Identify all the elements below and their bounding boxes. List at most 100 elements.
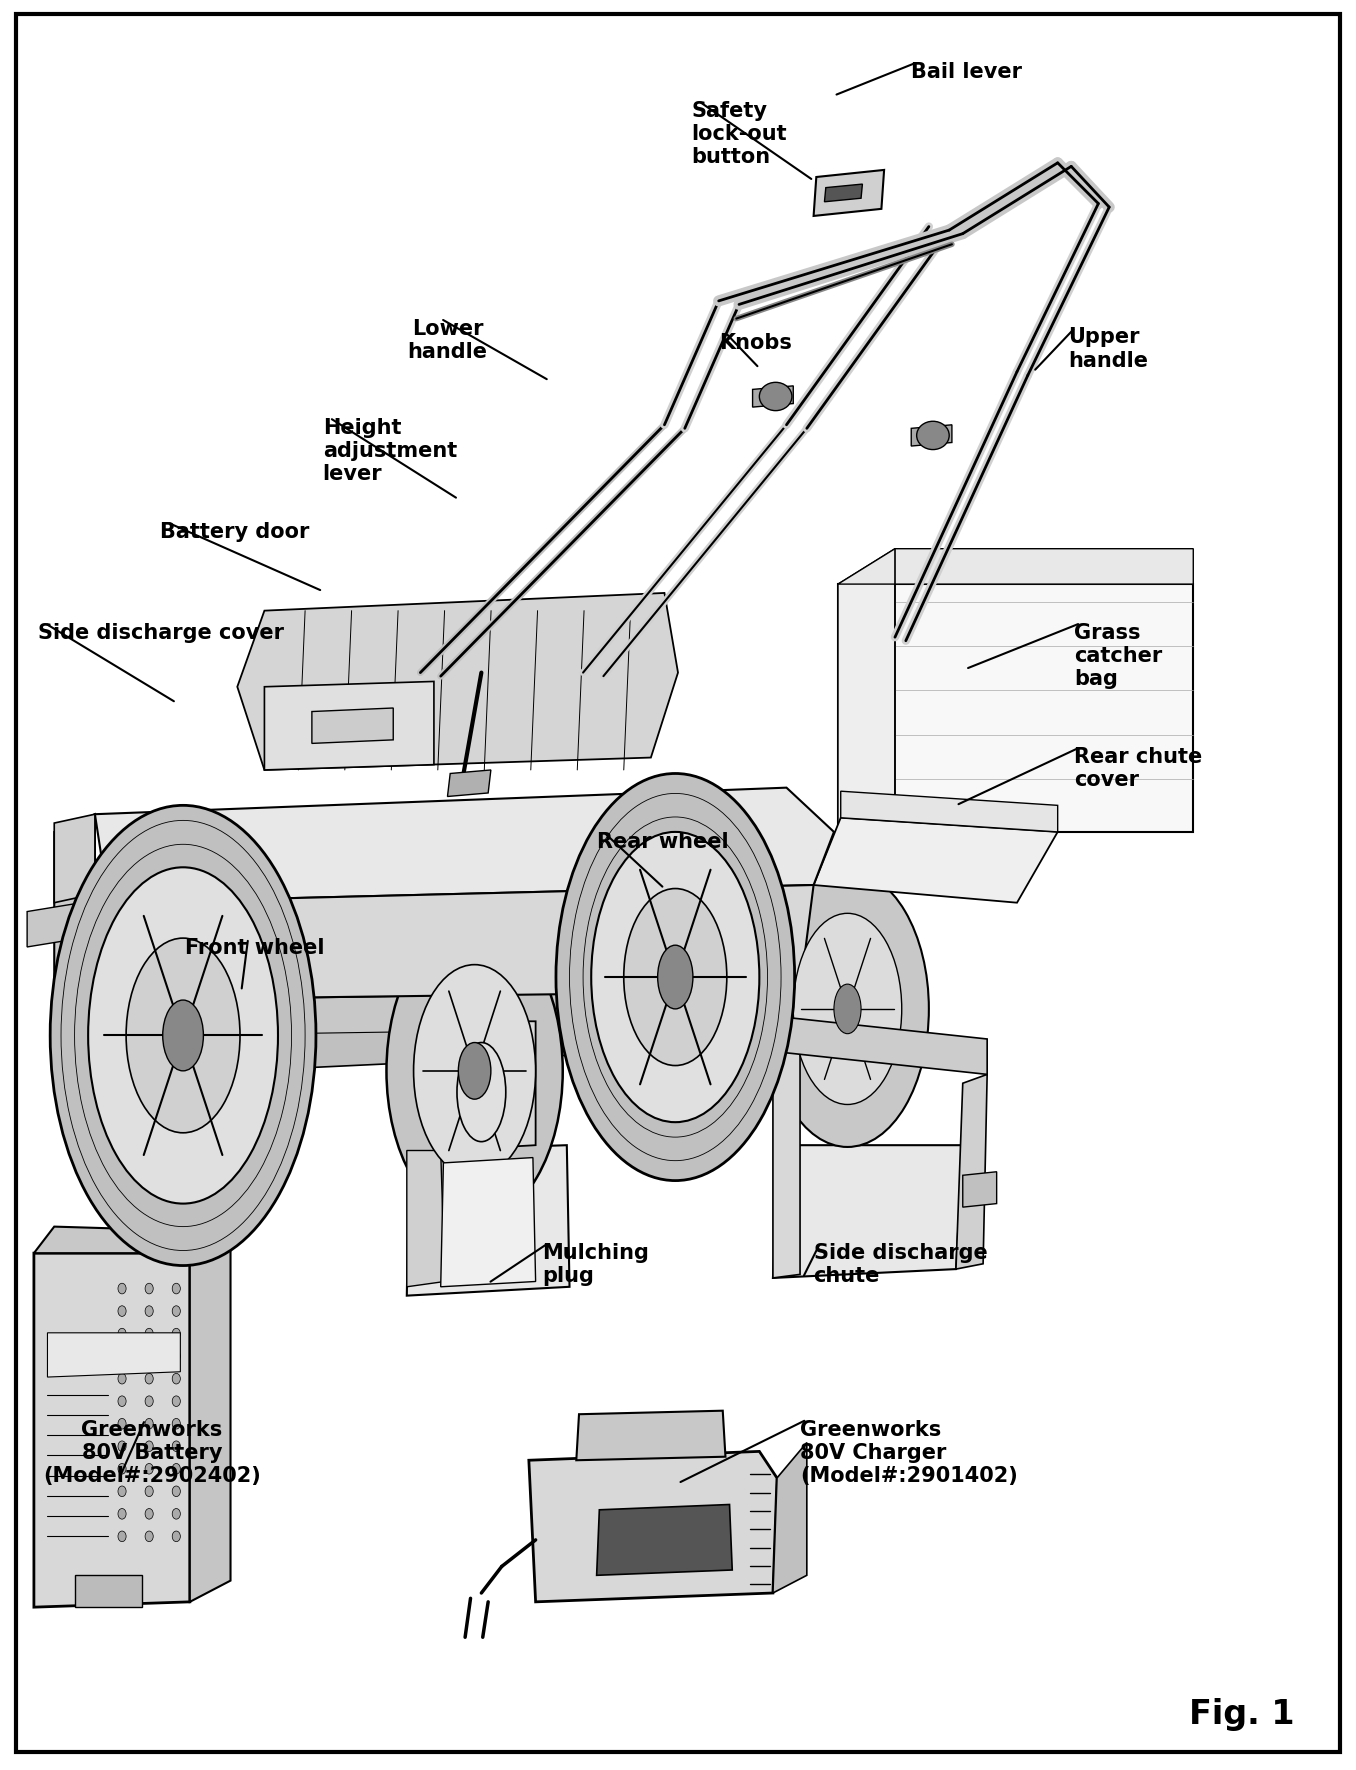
Polygon shape bbox=[841, 791, 1058, 832]
Polygon shape bbox=[190, 1232, 231, 1602]
Polygon shape bbox=[773, 1145, 963, 1278]
Ellipse shape bbox=[118, 1531, 126, 1542]
Polygon shape bbox=[54, 814, 95, 903]
Polygon shape bbox=[34, 1253, 190, 1607]
Ellipse shape bbox=[458, 1043, 491, 1099]
Text: Battery door: Battery door bbox=[160, 522, 309, 542]
Ellipse shape bbox=[118, 1418, 126, 1428]
Ellipse shape bbox=[414, 965, 536, 1177]
Ellipse shape bbox=[793, 913, 902, 1104]
Ellipse shape bbox=[145, 1441, 153, 1451]
Ellipse shape bbox=[172, 1418, 180, 1428]
Polygon shape bbox=[163, 991, 759, 1035]
Ellipse shape bbox=[172, 1283, 180, 1294]
Ellipse shape bbox=[145, 1418, 153, 1428]
Text: Greenworks
80V Battery
(Model#:2902402): Greenworks 80V Battery (Model#:2902402) bbox=[43, 1420, 260, 1487]
Ellipse shape bbox=[118, 1464, 126, 1474]
Ellipse shape bbox=[145, 1464, 153, 1474]
Polygon shape bbox=[407, 1145, 570, 1296]
Polygon shape bbox=[54, 814, 95, 1027]
Ellipse shape bbox=[118, 1374, 126, 1384]
Polygon shape bbox=[312, 708, 393, 743]
Polygon shape bbox=[597, 1504, 732, 1575]
Text: Bail lever: Bail lever bbox=[911, 62, 1022, 81]
Text: Fig. 1: Fig. 1 bbox=[1189, 1697, 1295, 1731]
Polygon shape bbox=[911, 425, 952, 446]
Ellipse shape bbox=[88, 867, 278, 1204]
Ellipse shape bbox=[172, 1487, 180, 1497]
Ellipse shape bbox=[172, 1397, 180, 1407]
Ellipse shape bbox=[145, 1306, 153, 1317]
Polygon shape bbox=[47, 1333, 180, 1377]
Ellipse shape bbox=[145, 1397, 153, 1407]
Ellipse shape bbox=[118, 1508, 126, 1519]
Polygon shape bbox=[34, 1227, 231, 1253]
Ellipse shape bbox=[172, 1374, 180, 1384]
Ellipse shape bbox=[118, 1487, 126, 1497]
Ellipse shape bbox=[172, 1508, 180, 1519]
Polygon shape bbox=[824, 184, 862, 202]
Ellipse shape bbox=[457, 1043, 506, 1142]
Polygon shape bbox=[95, 885, 814, 1000]
Polygon shape bbox=[773, 1443, 807, 1593]
Ellipse shape bbox=[556, 773, 795, 1181]
Polygon shape bbox=[753, 386, 793, 407]
Ellipse shape bbox=[766, 871, 929, 1147]
Ellipse shape bbox=[145, 1487, 153, 1497]
Polygon shape bbox=[814, 818, 1058, 903]
Text: Side discharge
chute: Side discharge chute bbox=[814, 1243, 987, 1285]
Ellipse shape bbox=[172, 1351, 180, 1361]
Ellipse shape bbox=[759, 382, 792, 411]
Ellipse shape bbox=[591, 832, 759, 1122]
Text: Grass
catcher
bag: Grass catcher bag bbox=[1074, 623, 1162, 690]
Ellipse shape bbox=[118, 1441, 126, 1451]
Text: Knobs: Knobs bbox=[719, 333, 792, 352]
Ellipse shape bbox=[118, 1328, 126, 1338]
Polygon shape bbox=[441, 1158, 536, 1287]
Ellipse shape bbox=[145, 1283, 153, 1294]
Ellipse shape bbox=[834, 984, 861, 1034]
Polygon shape bbox=[814, 170, 884, 216]
Text: Lower
handle: Lower handle bbox=[408, 319, 487, 361]
Polygon shape bbox=[441, 1021, 536, 1150]
Ellipse shape bbox=[624, 889, 727, 1066]
Ellipse shape bbox=[118, 1306, 126, 1317]
Ellipse shape bbox=[172, 1531, 180, 1542]
Text: Rear wheel: Rear wheel bbox=[597, 832, 728, 851]
Polygon shape bbox=[956, 1074, 987, 1269]
Ellipse shape bbox=[172, 1328, 180, 1338]
Polygon shape bbox=[264, 681, 434, 770]
Text: Upper
handle: Upper handle bbox=[1069, 327, 1149, 370]
Polygon shape bbox=[529, 1451, 777, 1602]
Text: Side discharge cover: Side discharge cover bbox=[38, 623, 283, 643]
Ellipse shape bbox=[172, 1464, 180, 1474]
Text: Safety
lock-out
button: Safety lock-out button bbox=[692, 101, 788, 168]
Ellipse shape bbox=[145, 1351, 153, 1361]
Ellipse shape bbox=[145, 1374, 153, 1384]
Ellipse shape bbox=[163, 1000, 203, 1071]
Polygon shape bbox=[963, 1172, 997, 1207]
Ellipse shape bbox=[172, 1306, 180, 1317]
Polygon shape bbox=[407, 1150, 445, 1287]
Ellipse shape bbox=[172, 1441, 180, 1451]
Polygon shape bbox=[27, 903, 81, 947]
Polygon shape bbox=[576, 1411, 725, 1460]
Text: Mulching
plug: Mulching plug bbox=[542, 1243, 650, 1285]
Ellipse shape bbox=[145, 1508, 153, 1519]
Polygon shape bbox=[838, 584, 1193, 832]
Text: Rear chute
cover: Rear chute cover bbox=[1074, 747, 1203, 789]
Ellipse shape bbox=[126, 938, 240, 1133]
Polygon shape bbox=[838, 549, 895, 832]
Ellipse shape bbox=[145, 1328, 153, 1338]
Polygon shape bbox=[75, 1575, 142, 1607]
Polygon shape bbox=[447, 770, 491, 797]
Text: Front wheel: Front wheel bbox=[186, 938, 324, 958]
Ellipse shape bbox=[386, 920, 563, 1221]
Text: Height
adjustment
lever: Height adjustment lever bbox=[323, 418, 457, 485]
Polygon shape bbox=[237, 593, 678, 770]
Ellipse shape bbox=[50, 805, 316, 1266]
Ellipse shape bbox=[118, 1397, 126, 1407]
Polygon shape bbox=[838, 549, 1193, 584]
Text: Greenworks
80V Charger
(Model#:2901402): Greenworks 80V Charger (Model#:2901402) bbox=[800, 1420, 1018, 1487]
Polygon shape bbox=[773, 1016, 987, 1074]
